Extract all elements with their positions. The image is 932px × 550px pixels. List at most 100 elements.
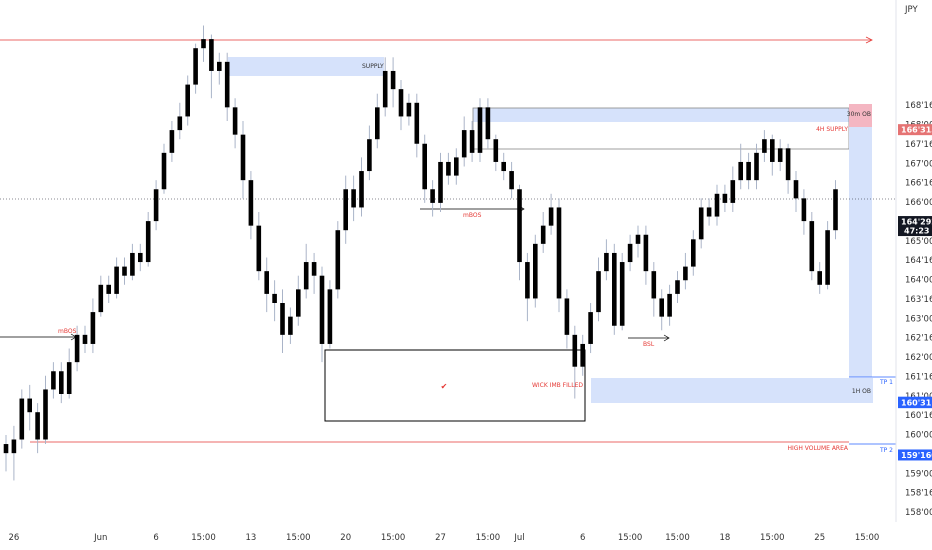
candle-body xyxy=(390,70,396,90)
candle xyxy=(754,143,759,190)
candle xyxy=(375,93,380,149)
candle xyxy=(635,225,641,258)
y-tick-label: 167'000 xyxy=(905,159,932,169)
candle-body xyxy=(375,107,380,140)
badge-value: 159'160 xyxy=(901,451,932,460)
candle-body xyxy=(311,262,317,276)
candle-body xyxy=(659,298,664,317)
x-tick-label: Jul xyxy=(513,533,524,543)
candle xyxy=(3,434,9,472)
candle xyxy=(691,230,696,276)
candle xyxy=(27,384,32,431)
x-axis[interactable]: 26 Jun 6 15:00 13 15:00 20 15:00 27 15:00 Jul 6 15:0… xyxy=(8,533,879,543)
arrow-icon xyxy=(663,334,670,342)
y-tick-label: 167'160 xyxy=(905,140,932,150)
candle xyxy=(572,325,578,399)
candle xyxy=(193,43,198,94)
projection-target-zone xyxy=(849,127,872,377)
candle xyxy=(461,116,467,167)
x-tick-label: 27 xyxy=(435,533,446,543)
candle-body xyxy=(335,230,341,290)
candle xyxy=(82,325,88,354)
candle xyxy=(248,171,254,240)
candle xyxy=(169,121,175,162)
candle xyxy=(525,252,530,322)
candle xyxy=(256,212,262,281)
candle-body xyxy=(256,225,262,272)
candle xyxy=(667,284,672,326)
candle xyxy=(722,184,728,212)
candle-body xyxy=(485,107,491,140)
candle-body xyxy=(209,39,214,71)
candle-body xyxy=(74,334,80,363)
candle-body xyxy=(619,262,625,326)
y-tick-label: 160'000 xyxy=(905,431,932,441)
candle-body xyxy=(517,189,522,263)
candle-body xyxy=(240,134,246,181)
y-tick-label: 162'000 xyxy=(905,353,932,363)
candle-body xyxy=(548,207,554,226)
candle xyxy=(288,307,293,344)
candle xyxy=(548,193,554,235)
candle-body xyxy=(382,70,388,108)
candle xyxy=(272,280,277,322)
ob-1h-zone xyxy=(591,378,873,403)
candle xyxy=(390,57,396,108)
candle xyxy=(335,221,341,299)
candle xyxy=(303,243,309,299)
projection-risk-zone xyxy=(849,104,872,127)
candle-body xyxy=(43,389,48,440)
candle xyxy=(785,143,791,194)
candle xyxy=(493,134,499,172)
x-tick-label: 15:00 xyxy=(286,533,311,543)
candle-body xyxy=(185,84,190,117)
candle xyxy=(762,130,767,162)
x-tick-label: 15:00 xyxy=(665,533,690,543)
candle xyxy=(74,325,80,372)
candle-body xyxy=(90,312,96,344)
x-tick-label: 15:00 xyxy=(381,533,406,543)
y-tick-label: 163'000 xyxy=(905,314,932,324)
candle xyxy=(469,121,475,162)
candle-body xyxy=(169,130,175,153)
candle-body xyxy=(556,207,562,299)
badge-background xyxy=(898,124,932,136)
y-tick-label: 162'160 xyxy=(905,334,932,344)
candle xyxy=(153,180,159,231)
candle-body xyxy=(627,243,633,263)
candle-body xyxy=(351,189,356,208)
wick-imb-label: WICK IMB FILLED xyxy=(532,382,583,389)
candle xyxy=(296,275,301,326)
candle-body xyxy=(319,275,325,344)
candle-body xyxy=(825,230,830,285)
badge-value: 160'311 xyxy=(901,399,932,408)
candle-body xyxy=(754,152,759,181)
y-tick-label: 160'160 xyxy=(905,411,932,421)
ob-1h-label: 1H OB xyxy=(852,388,871,395)
x-tick-label: 15:00 xyxy=(191,533,216,543)
candles-layer xyxy=(3,25,838,481)
badge-background xyxy=(898,449,932,461)
candle-body xyxy=(3,444,9,454)
candle-body xyxy=(122,266,127,276)
candle-body xyxy=(596,271,601,313)
candle xyxy=(201,25,206,62)
candle-body xyxy=(224,61,230,108)
y-tick-label: 163'160 xyxy=(905,295,932,305)
candle xyxy=(714,184,720,226)
candle xyxy=(359,157,364,217)
candle-body xyxy=(296,289,301,317)
candle xyxy=(351,175,356,222)
candle-body xyxy=(11,439,17,454)
candle xyxy=(90,298,96,354)
candle xyxy=(264,257,269,313)
candle xyxy=(825,221,830,290)
candle-body xyxy=(675,280,680,294)
badge-background xyxy=(898,397,932,409)
candle-body xyxy=(98,284,104,313)
tp1-label: TP 1 xyxy=(879,379,893,386)
candle xyxy=(98,275,104,317)
candle-body xyxy=(201,39,206,49)
